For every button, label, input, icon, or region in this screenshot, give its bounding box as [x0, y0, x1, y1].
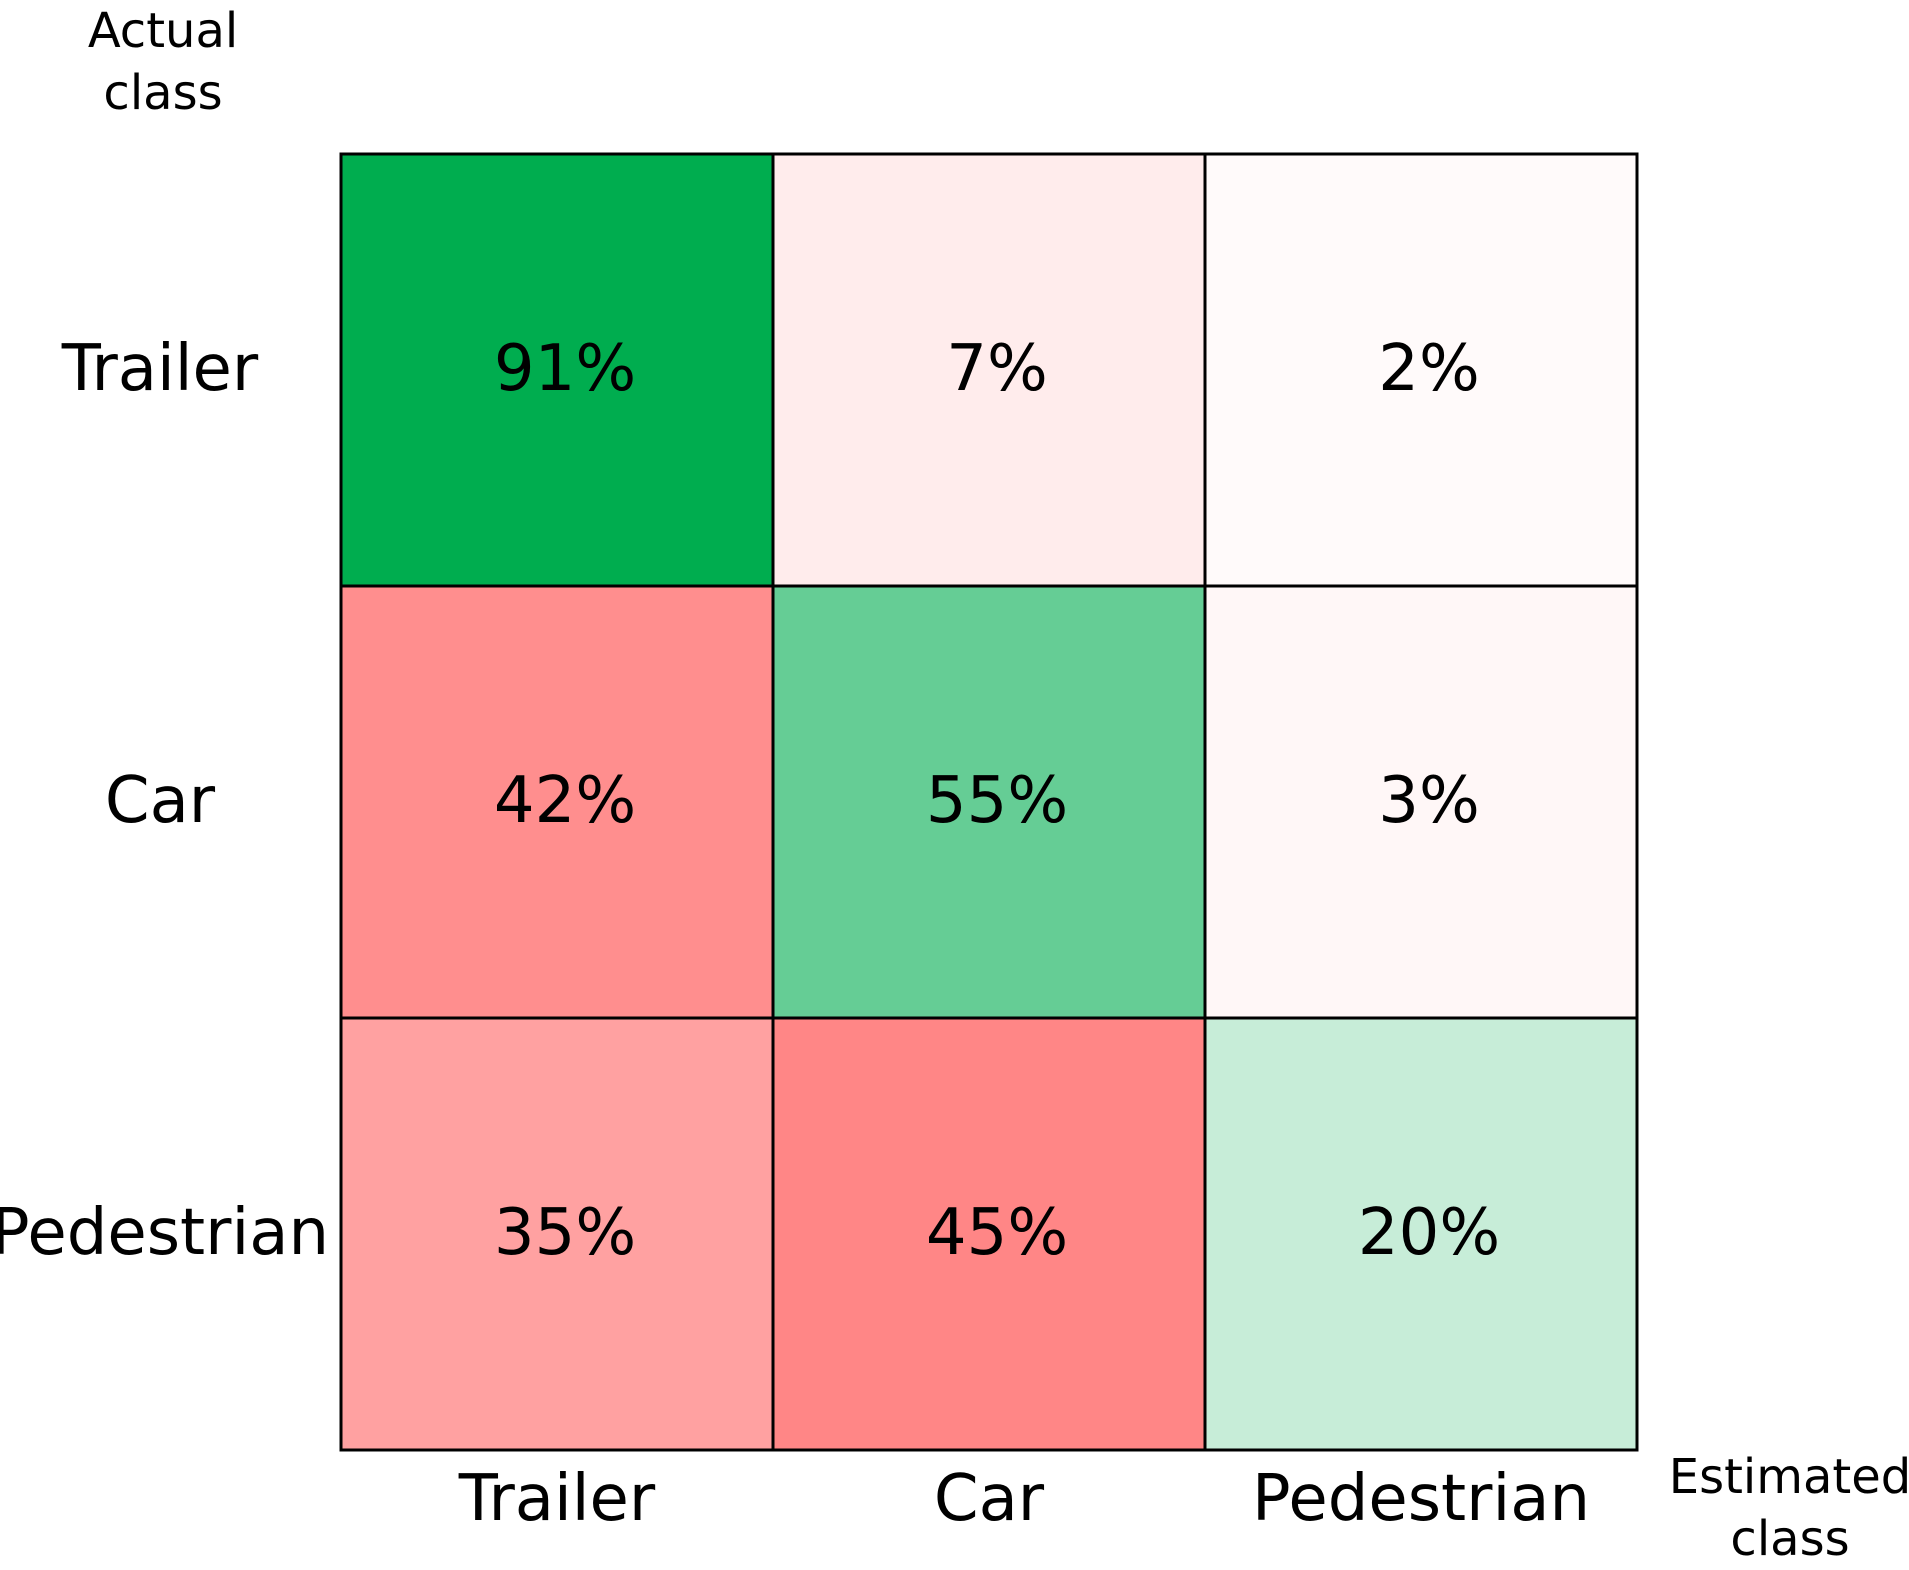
y-axis-label-line-1: Actual [87, 3, 239, 59]
x-axis-label: Estimated class [1660, 1446, 1909, 1570]
row-labels: Trailer Car Pedestrian [0, 332, 329, 1270]
matrix-cell-value: 45% [926, 1196, 1068, 1270]
matrix-cell-value: 35% [494, 1196, 636, 1270]
matrix-cell-trailer-car [771, 152, 1207, 588]
matrix-cell-labels: 91% 7% 2% 42% 55% 3% 35% 45% 20% [494, 332, 1500, 1270]
matrix-cells [339, 152, 1639, 1452]
column-label-trailer: Trailer [458, 1462, 656, 1536]
column-labels: Trailer Car Pedestrian [458, 1462, 1590, 1536]
matrix-cell-pedestrian-trailer [339, 1016, 775, 1452]
matrix-cell-trailer-pedestrian [1203, 152, 1639, 588]
column-label-car: Car [934, 1462, 1045, 1536]
matrix-cell-car-pedestrian [1203, 584, 1639, 1020]
matrix-cell-car-car [771, 584, 1207, 1020]
x-axis-label-line-1: Estimated [1668, 1449, 1909, 1505]
matrix-cell-value: 91% [494, 332, 636, 406]
column-label-pedestrian: Pedestrian [1252, 1462, 1590, 1536]
x-axis-label-line-2: class [1730, 1511, 1850, 1567]
matrix-cell-pedestrian-car [771, 1016, 1207, 1452]
y-axis-label-line-2: class [103, 65, 223, 121]
matrix-cell-car-trailer [339, 584, 775, 1020]
row-label-car: Car [105, 764, 216, 838]
matrix-cell-trailer-trailer [339, 152, 775, 588]
matrix-cell-value: 42% [494, 764, 636, 838]
matrix-cell-value: 2% [1378, 332, 1480, 406]
y-axis-label: Actual class [60, 0, 266, 124]
matrix-cell-value: 55% [926, 764, 1068, 838]
matrix-cell-pedestrian-pedestrian [1203, 1016, 1639, 1452]
matrix-cell-value: 3% [1378, 764, 1480, 838]
matrix-cell-value: 7% [946, 332, 1048, 406]
row-label-trailer: Trailer [61, 332, 259, 406]
matrix-cell-value: 20% [1358, 1196, 1500, 1270]
row-label-pedestrian: Pedestrian [0, 1196, 329, 1270]
